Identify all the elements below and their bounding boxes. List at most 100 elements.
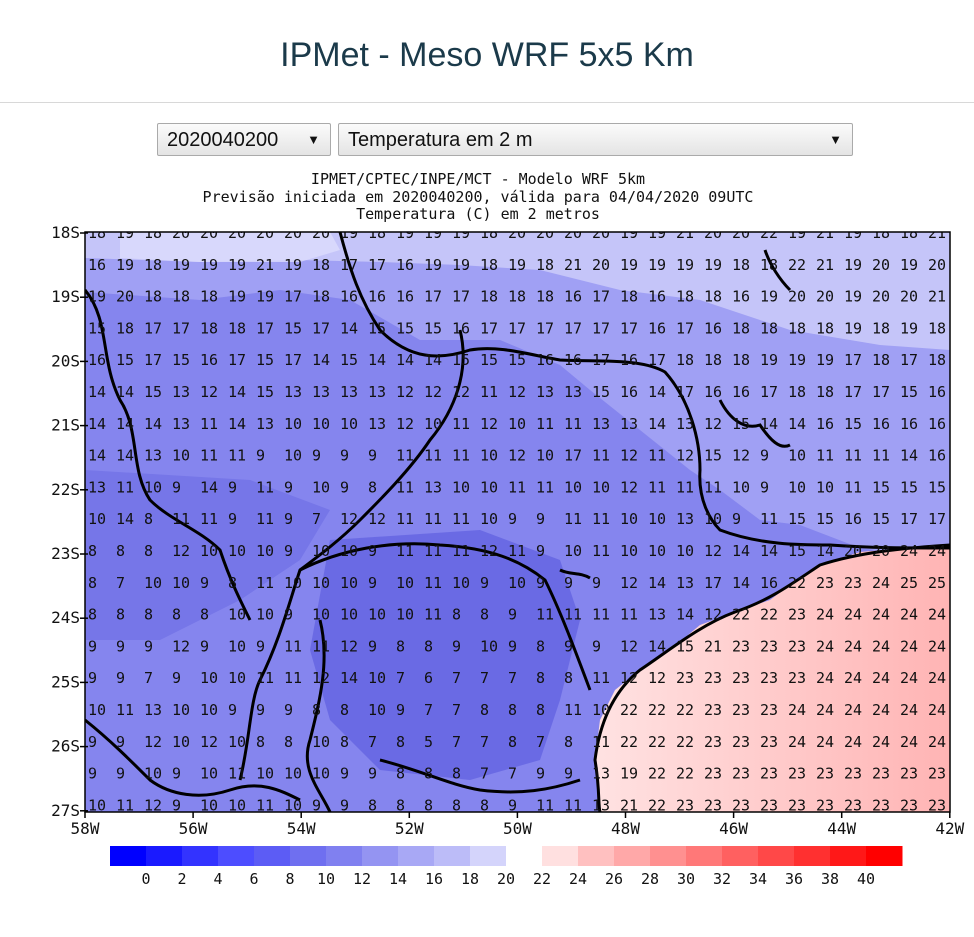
temperature-value: 18	[368, 224, 386, 242]
temperature-value: 11	[284, 669, 302, 687]
temperature-value: 17	[284, 288, 302, 306]
temperature-value: 22	[620, 733, 638, 751]
temperature-value: 22	[760, 224, 778, 242]
temperature-value: 10	[648, 510, 666, 528]
temperature-value: 11	[592, 510, 610, 528]
temperature-value: 10	[144, 574, 162, 592]
south-cold-field	[310, 530, 580, 780]
run-date-select[interactable]: 2020040200 ▼	[157, 123, 331, 156]
temperature-value: 17	[956, 351, 974, 369]
temperature-value: 10	[144, 765, 162, 783]
temperature-value: 8	[116, 606, 125, 624]
temperature-value: 11	[256, 510, 274, 528]
temperature-value: 24	[900, 701, 918, 719]
temperature-value: 18	[228, 319, 246, 337]
temperature-value: 13	[256, 415, 274, 433]
temperature-value: 11	[396, 447, 414, 465]
map-header-line-3: Temperatura (C) em 2 metros	[356, 205, 600, 223]
temperature-value: 12	[172, 542, 190, 560]
temperature-value: 22	[648, 765, 666, 783]
temperature-value: 11	[116, 796, 134, 814]
temperature-value: 8	[312, 701, 321, 719]
cooler-north-field	[85, 232, 950, 560]
temperature-value: 13	[172, 383, 190, 401]
temperature-value: 23	[844, 574, 862, 592]
temperature-value: 8	[480, 606, 489, 624]
temperature-value: 14	[732, 574, 750, 592]
temperature-value: 12	[508, 383, 526, 401]
temperature-value: 18	[760, 319, 778, 337]
temperature-value: 8	[424, 796, 433, 814]
temperature-value: 10	[340, 606, 358, 624]
temperature-value: 9	[88, 637, 97, 655]
temperature-value: 20	[872, 542, 890, 560]
temperature-value: 16	[340, 288, 358, 306]
temperature-value: 8	[88, 542, 97, 560]
dropdown-arrow-icon: ▼	[829, 132, 842, 147]
temperature-value: 8	[256, 733, 265, 751]
temperature-value: 19	[508, 256, 526, 274]
west-cool-field	[85, 470, 330, 640]
temperature-value: 21	[928, 288, 946, 306]
temperature-value: 24	[816, 606, 834, 624]
temperature-value: 13	[368, 383, 386, 401]
temperature-value: 23	[704, 765, 722, 783]
colorbar-label: 40	[857, 870, 875, 888]
temperature-value: 15	[172, 351, 190, 369]
temperature-value: 10	[88, 796, 106, 814]
temperature-value: 9	[284, 478, 293, 496]
temperature-value: 24	[788, 701, 806, 719]
temperature-value: 11	[424, 447, 442, 465]
temperature-value: 9	[228, 510, 237, 528]
temperature-value: 19	[648, 256, 666, 274]
temperature-value: 19	[900, 319, 918, 337]
temperature-value: 17	[452, 288, 470, 306]
temperature-value: 11	[508, 478, 526, 496]
temperature-value: 10	[676, 542, 694, 560]
temperature-value: 9	[508, 637, 517, 655]
temperature-value: 10	[312, 765, 330, 783]
temperature-value: 16	[88, 351, 106, 369]
temperature-value: 19	[200, 256, 218, 274]
temperature-value: 9	[228, 701, 237, 719]
temperature-value: 24	[928, 701, 946, 719]
temperature-value: 13	[172, 415, 190, 433]
temperature-value: 14	[648, 383, 666, 401]
temperature-value: 11	[452, 415, 470, 433]
variable-select[interactable]: Temperatura em 2 m ▼	[338, 123, 853, 156]
temperature-value: 10	[172, 447, 190, 465]
temperature-value: 23	[732, 669, 750, 687]
inner-border-line	[305, 619, 332, 812]
temperature-value: 23	[788, 796, 806, 814]
temperature-value: 9	[284, 542, 293, 560]
temperature-value: 10	[228, 733, 246, 751]
temperature-value: 8	[228, 574, 237, 592]
temperature-value: 8	[424, 765, 433, 783]
temperature-value: 23	[900, 796, 918, 814]
longitude-label: 50W	[503, 819, 532, 838]
temperature-value: 7	[480, 733, 489, 751]
temperature-value: 24	[956, 669, 974, 687]
colorbar-label: 22	[533, 870, 551, 888]
temperature-value: 19	[256, 288, 274, 306]
temperature-value: 13	[88, 478, 106, 496]
temperature-value: 9	[88, 765, 97, 783]
temperature-value: 19	[88, 288, 106, 306]
temperature-value: 23	[732, 796, 750, 814]
colorbar-swatch	[434, 846, 471, 866]
temperature-value: 12	[452, 383, 470, 401]
temperature-value: 14	[648, 637, 666, 655]
temperature-value: 9	[508, 796, 517, 814]
temperature-value: 11	[564, 606, 582, 624]
temperature-value: 17	[844, 351, 862, 369]
colorbar-label: 32	[713, 870, 731, 888]
temperature-value: 10	[228, 637, 246, 655]
temperature-value: 23	[844, 765, 862, 783]
temperature-value: 24	[872, 669, 890, 687]
temperature-value: 10	[312, 542, 330, 560]
temperature-value: 18	[928, 319, 946, 337]
temperature-value: 14	[648, 415, 666, 433]
temperature-value: 11	[256, 669, 274, 687]
longitude-label: 54W	[287, 819, 316, 838]
temperature-value: 11	[228, 447, 246, 465]
